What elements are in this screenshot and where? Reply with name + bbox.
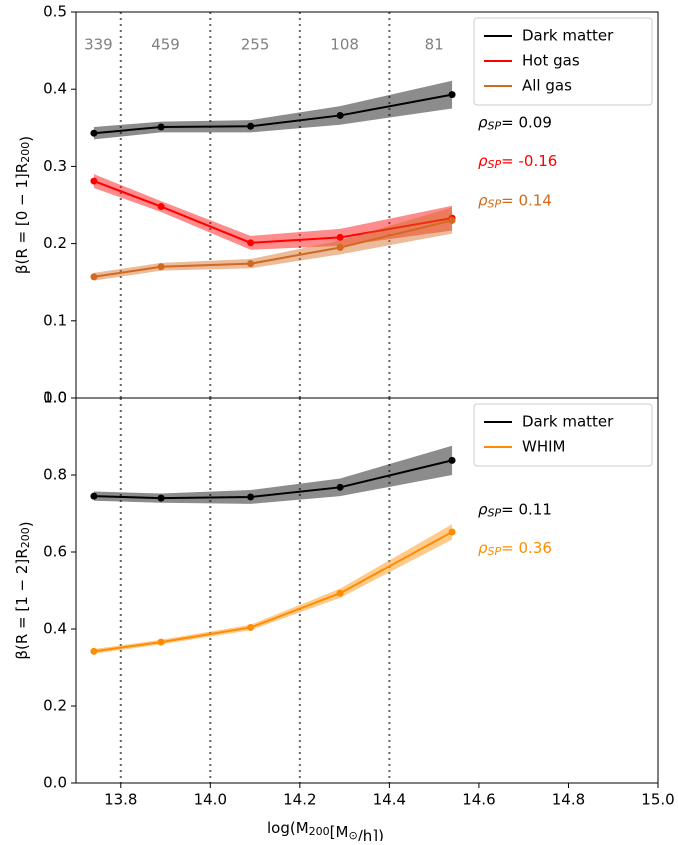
error-band bbox=[93, 524, 453, 654]
rho-label: ρSP= 0.09 bbox=[478, 113, 552, 132]
rho-symbol: ρ bbox=[478, 113, 488, 131]
legend-label: Hot gas bbox=[522, 52, 580, 70]
legend-box bbox=[473, 403, 653, 467]
bin-count: 255 bbox=[241, 36, 270, 54]
rho-sub: SP bbox=[488, 119, 502, 132]
subscript: 200 bbox=[19, 527, 32, 548]
y-tick-label: 0.0 bbox=[43, 774, 67, 792]
error-band bbox=[93, 445, 453, 504]
y-tick-label: 0.6 bbox=[43, 543, 67, 561]
y-tick-label: 0.4 bbox=[43, 620, 67, 638]
point bbox=[448, 456, 456, 464]
bin-count: 81 bbox=[425, 36, 444, 54]
point bbox=[336, 111, 344, 119]
text-part: /h]) bbox=[358, 827, 384, 842]
point bbox=[90, 273, 98, 281]
rho-sub: SP bbox=[488, 545, 502, 558]
panel: 0.0 0.2 0.4 0.6 0.8 1.0 13.8 14.0 14.2 14.4 14.6 14… bbox=[13, 389, 675, 845]
rho-symbol: ρ bbox=[478, 191, 488, 209]
subscript: ⊙ bbox=[348, 829, 357, 841]
rho-text: = 0.11 bbox=[501, 500, 552, 518]
point bbox=[247, 260, 255, 268]
text-part: ) bbox=[17, 521, 35, 527]
x-tick-label: 14.6 bbox=[462, 791, 495, 809]
rho-label: ρSP= -0.16 bbox=[478, 151, 557, 171]
axes-frame bbox=[75, 397, 659, 784]
point bbox=[336, 589, 344, 597]
rich-text: log(M200[M⊙/h]) bbox=[267, 819, 384, 842]
y-tick-label: 0.3 bbox=[43, 157, 67, 175]
point bbox=[157, 494, 165, 502]
point bbox=[157, 123, 165, 131]
text-part: log(M bbox=[267, 819, 309, 837]
text-part: β(R = [1 − 2]R bbox=[13, 548, 31, 659]
text-part: ) bbox=[17, 136, 35, 142]
point bbox=[90, 129, 98, 137]
rho-symbol: ρ bbox=[478, 151, 488, 169]
x-tick-label: 14.2 bbox=[283, 791, 316, 809]
y-tick-label: 0.2 bbox=[43, 697, 67, 715]
point bbox=[336, 483, 344, 491]
legend-label: Dark matter bbox=[522, 413, 614, 431]
rho-label: ρSP= 0.36 bbox=[478, 539, 552, 559]
point bbox=[157, 203, 165, 211]
point bbox=[247, 623, 255, 631]
point bbox=[90, 492, 98, 500]
bin-count: 108 bbox=[330, 36, 359, 54]
point bbox=[157, 263, 165, 271]
rich-text: β(R = [0 − 1]R200) bbox=[13, 136, 35, 274]
error-band bbox=[93, 207, 453, 281]
point bbox=[448, 528, 456, 536]
text-part: β(R = [0 − 1]R bbox=[13, 163, 31, 274]
rho-text: = 0.09 bbox=[501, 113, 552, 131]
rho-text: = 0.14 bbox=[501, 191, 552, 209]
point bbox=[448, 91, 456, 99]
point bbox=[336, 233, 344, 241]
error-band bbox=[93, 80, 453, 140]
point bbox=[247, 122, 255, 130]
point bbox=[90, 647, 98, 655]
bin-count: 459 bbox=[151, 36, 180, 54]
legend-box bbox=[473, 17, 653, 106]
x-tick-label: 14.4 bbox=[373, 791, 406, 809]
x-tick-label: 14.8 bbox=[552, 791, 585, 809]
x-tick-label: 13.8 bbox=[104, 791, 137, 809]
rho-symbol: ρ bbox=[478, 500, 488, 518]
y-tick-label: 0.0 bbox=[43, 389, 67, 407]
y-tick-label: 1.0 bbox=[43, 389, 67, 407]
legend-label: Dark matter bbox=[522, 27, 614, 45]
error-band bbox=[93, 174, 453, 250]
rich-text: β(R = [1 − 2]R200) bbox=[13, 521, 35, 659]
x-tick-label: 15.0 bbox=[641, 791, 674, 809]
rho-sub: SP bbox=[488, 507, 502, 520]
rho-label: ρSP= 0.14 bbox=[478, 191, 552, 211]
legend-label: WHIM bbox=[522, 438, 565, 456]
subscript: 200 bbox=[309, 825, 330, 838]
rho-sub: SP bbox=[488, 197, 502, 210]
point bbox=[448, 216, 456, 224]
rho-sub: SP bbox=[488, 158, 502, 171]
y-tick-label: 0.1 bbox=[43, 311, 67, 329]
point bbox=[90, 177, 98, 185]
text-part: [M bbox=[330, 823, 349, 841]
y-tick-label: 0.5 bbox=[43, 3, 67, 21]
rho-label: ρSP= 0.11 bbox=[478, 500, 552, 520]
point bbox=[247, 493, 255, 501]
x-tick-label: 14.0 bbox=[194, 791, 227, 809]
point bbox=[157, 638, 165, 646]
series-line bbox=[93, 531, 453, 653]
subscript: 200 bbox=[19, 142, 32, 163]
point bbox=[247, 239, 255, 247]
rho-text: = -0.16 bbox=[501, 151, 557, 169]
legend-label: All gas bbox=[522, 77, 572, 95]
point bbox=[336, 243, 344, 251]
y-tick-label: 0.8 bbox=[43, 466, 67, 484]
bin-count: 339 bbox=[84, 36, 113, 54]
y-tick-label: 0.4 bbox=[43, 80, 67, 98]
rho-symbol: ρ bbox=[478, 539, 488, 557]
rho-text: = 0.36 bbox=[501, 539, 552, 557]
y-tick-label: 0.2 bbox=[43, 234, 67, 252]
